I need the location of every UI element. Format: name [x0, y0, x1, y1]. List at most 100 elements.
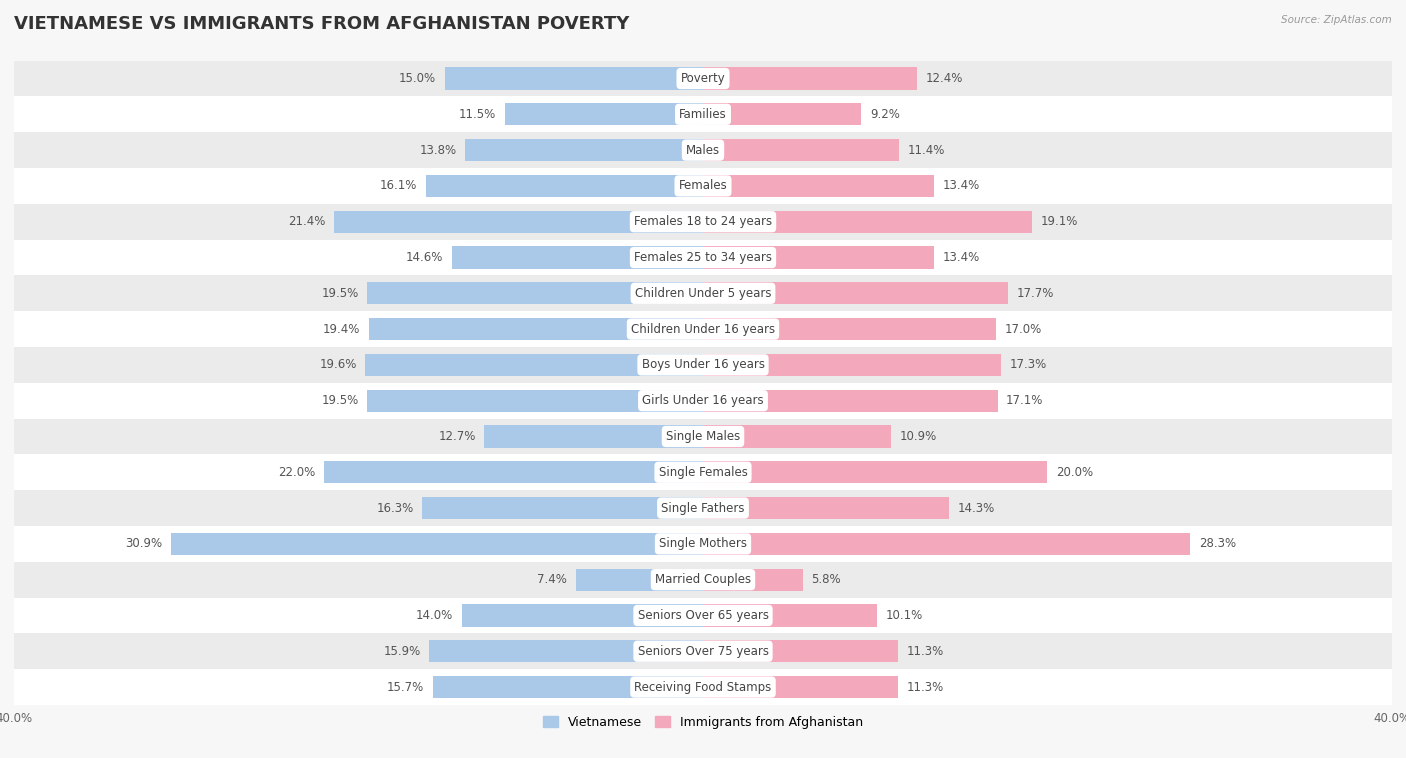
Bar	[461, 604, 703, 627]
Bar	[14, 132, 1392, 168]
Text: 11.4%: 11.4%	[908, 143, 945, 157]
Bar	[14, 347, 1392, 383]
Bar	[703, 497, 949, 519]
Bar	[505, 103, 703, 125]
Text: 12.4%: 12.4%	[925, 72, 963, 85]
Bar	[422, 497, 703, 519]
Bar	[451, 246, 703, 268]
Text: VIETNAMESE VS IMMIGRANTS FROM AFGHANISTAN POVERTY: VIETNAMESE VS IMMIGRANTS FROM AFGHANISTA…	[14, 15, 630, 33]
Bar	[14, 490, 1392, 526]
Bar	[703, 246, 934, 268]
Text: 14.3%: 14.3%	[957, 502, 995, 515]
Text: 19.4%: 19.4%	[323, 323, 360, 336]
Bar	[14, 562, 1392, 597]
Text: 12.7%: 12.7%	[439, 430, 475, 443]
Text: 19.5%: 19.5%	[322, 287, 359, 300]
Bar	[14, 275, 1392, 312]
Text: Single Fathers: Single Fathers	[661, 502, 745, 515]
Text: Receiving Food Stamps: Receiving Food Stamps	[634, 681, 772, 694]
Bar	[703, 211, 1032, 233]
Text: Females 25 to 34 years: Females 25 to 34 years	[634, 251, 772, 264]
Text: Source: ZipAtlas.com: Source: ZipAtlas.com	[1281, 15, 1392, 25]
Text: 20.0%: 20.0%	[1056, 465, 1094, 479]
Bar	[367, 282, 703, 305]
Text: Females 18 to 24 years: Females 18 to 24 years	[634, 215, 772, 228]
Text: Females: Females	[679, 180, 727, 193]
Bar	[426, 175, 703, 197]
Bar	[703, 282, 1008, 305]
Text: 5.8%: 5.8%	[811, 573, 841, 586]
Bar	[703, 318, 995, 340]
Text: 17.3%: 17.3%	[1010, 359, 1047, 371]
Bar	[444, 67, 703, 89]
Text: 11.5%: 11.5%	[460, 108, 496, 121]
Bar	[703, 461, 1047, 484]
Bar	[575, 568, 703, 590]
Text: 10.1%: 10.1%	[886, 609, 922, 622]
Text: Single Males: Single Males	[666, 430, 740, 443]
Bar	[14, 454, 1392, 490]
Text: Seniors Over 75 years: Seniors Over 75 years	[637, 645, 769, 658]
Bar	[14, 669, 1392, 705]
Bar	[14, 526, 1392, 562]
Text: 11.3%: 11.3%	[907, 645, 943, 658]
Bar	[703, 67, 917, 89]
Text: 14.6%: 14.6%	[405, 251, 443, 264]
Bar	[14, 634, 1392, 669]
Text: 7.4%: 7.4%	[537, 573, 567, 586]
Text: 17.7%: 17.7%	[1017, 287, 1054, 300]
Bar	[703, 641, 897, 662]
Text: Boys Under 16 years: Boys Under 16 years	[641, 359, 765, 371]
Text: 14.0%: 14.0%	[416, 609, 453, 622]
Text: 28.3%: 28.3%	[1199, 537, 1236, 550]
Text: 16.1%: 16.1%	[380, 180, 418, 193]
Bar	[484, 425, 703, 447]
Text: 19.1%: 19.1%	[1040, 215, 1078, 228]
Text: 19.5%: 19.5%	[322, 394, 359, 407]
Bar	[14, 204, 1392, 240]
Bar	[703, 390, 997, 412]
Text: Males: Males	[686, 143, 720, 157]
Text: 17.0%: 17.0%	[1004, 323, 1042, 336]
Bar	[14, 61, 1392, 96]
Bar	[368, 318, 703, 340]
Bar	[14, 418, 1392, 454]
Bar	[170, 533, 703, 555]
Bar	[14, 168, 1392, 204]
Text: Married Couples: Married Couples	[655, 573, 751, 586]
Text: Seniors Over 65 years: Seniors Over 65 years	[637, 609, 769, 622]
Bar	[14, 240, 1392, 275]
Text: Families: Families	[679, 108, 727, 121]
Bar	[14, 312, 1392, 347]
Text: 30.9%: 30.9%	[125, 537, 162, 550]
Text: 15.0%: 15.0%	[399, 72, 436, 85]
Text: 19.6%: 19.6%	[319, 359, 357, 371]
Bar	[703, 676, 897, 698]
Bar	[703, 175, 934, 197]
Legend: Vietnamese, Immigrants from Afghanistan: Vietnamese, Immigrants from Afghanistan	[538, 711, 868, 735]
Bar	[703, 139, 900, 161]
Text: Girls Under 16 years: Girls Under 16 years	[643, 394, 763, 407]
Text: 16.3%: 16.3%	[377, 502, 413, 515]
Bar	[323, 461, 703, 484]
Text: 21.4%: 21.4%	[288, 215, 326, 228]
Bar	[433, 676, 703, 698]
Text: 13.8%: 13.8%	[419, 143, 457, 157]
Bar	[14, 96, 1392, 132]
Bar	[703, 354, 1001, 376]
Text: Single Mothers: Single Mothers	[659, 537, 747, 550]
Text: 15.7%: 15.7%	[387, 681, 425, 694]
Bar	[429, 641, 703, 662]
Bar	[335, 211, 703, 233]
Bar	[14, 383, 1392, 418]
Bar	[367, 390, 703, 412]
Text: 17.1%: 17.1%	[1007, 394, 1043, 407]
Bar	[703, 604, 877, 627]
Text: Single Females: Single Females	[658, 465, 748, 479]
Bar	[703, 533, 1191, 555]
Text: Children Under 16 years: Children Under 16 years	[631, 323, 775, 336]
Bar	[465, 139, 703, 161]
Text: 9.2%: 9.2%	[870, 108, 900, 121]
Bar	[703, 425, 891, 447]
Text: 22.0%: 22.0%	[278, 465, 315, 479]
